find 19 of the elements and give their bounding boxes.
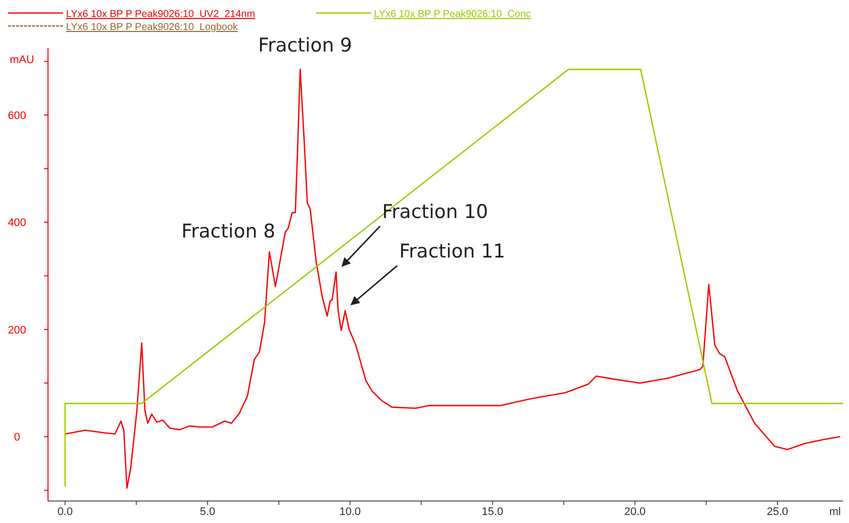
text: LYx6 10x BP P Peak9026:10_UV2_214nm <box>66 9 256 20</box>
x-tick-label: 0.0 <box>57 506 73 518</box>
legend-label: LYx6 10x BP P Peak9026:10_Logbook <box>66 22 239 33</box>
y-tick-label: 200 <box>8 324 26 336</box>
annotation: Fraction 9 <box>258 34 352 56</box>
x-tick-label: 15.0 <box>482 506 504 518</box>
y-tick-label: 0 <box>14 432 20 444</box>
x-tick-label: 10.0 <box>339 506 361 518</box>
annotation: Fraction 11 <box>399 240 506 263</box>
x-tick-label: 20.0 <box>624 506 646 518</box>
y-axis-title: mAU <box>10 54 34 66</box>
x-tick-label: 25.0 <box>766 506 788 518</box>
annotation: Fraction 8 <box>181 220 276 243</box>
x-axis-title: ml <box>829 506 841 518</box>
y-tick-label: 600 <box>8 110 26 122</box>
annotation: Fraction 10 <box>382 201 488 224</box>
x-tick-label: 5.0 <box>200 506 216 518</box>
y-tick-label: 400 <box>8 217 26 230</box>
text: LYx6 10x BP P Peak9026:10_Conc <box>374 9 531 20</box>
